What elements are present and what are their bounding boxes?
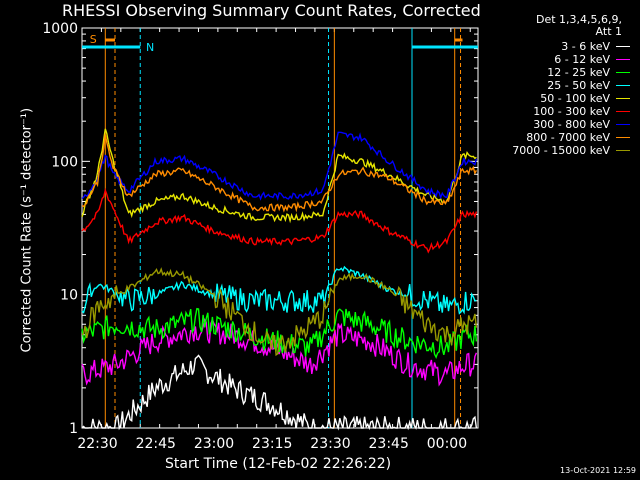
series-line <box>81 307 478 359</box>
legend-entry: 7000 - 15000 keV <box>486 144 632 157</box>
legend-entry: 100 - 300 keV <box>486 105 632 118</box>
legend-entry: 300 - 800 keV <box>486 118 632 131</box>
x-tick-label: 22:30 <box>77 436 117 452</box>
legend-swatch <box>616 124 630 125</box>
y-tick-label: 100 <box>51 154 78 170</box>
y-tick-label: 1 <box>69 421 78 437</box>
x-tick-label: 22:45 <box>136 436 176 452</box>
legend-swatch <box>616 59 630 60</box>
x-tick-label: 23:15 <box>252 436 292 452</box>
legend-entry: 800 - 7000 keV <box>486 131 632 144</box>
detector-list: Det 1,3,4,5,6,9, <box>535 13 622 26</box>
series-line <box>81 317 478 387</box>
legend-swatch <box>616 137 630 138</box>
legend-swatch <box>616 111 630 112</box>
chart-title: RHESSI Observing Summary Count Rates, Co… <box>62 1 481 20</box>
series-line <box>81 131 478 201</box>
legend-swatch <box>616 72 630 73</box>
series-line <box>81 134 478 213</box>
legend-entry: 3 - 6 keV <box>486 40 632 53</box>
series-line <box>81 354 478 431</box>
x-tick-label: 23:30 <box>310 436 350 452</box>
y-tick-label: 10 <box>60 288 78 304</box>
legend-label: 25 - 50 keV <box>547 79 610 92</box>
legend: 3 - 6 keV 6 - 12 keV 12 - 25 keV 25 - 50 ke… <box>486 40 632 157</box>
legend-label: 7000 - 15000 keV <box>512 144 610 157</box>
legend-swatch <box>616 46 630 47</box>
legend-swatch <box>616 98 630 99</box>
detector-info: Det 1,3,4,5,6,9, Att 1 <box>536 14 622 38</box>
legend-entry: 25 - 50 keV <box>486 79 632 92</box>
legend-label: 6 - 12 keV <box>554 53 610 66</box>
series-line <box>81 265 477 315</box>
y-axis-label: Corrected Count Rate (s⁻¹ detector⁻¹) <box>19 107 35 353</box>
x-tick-label: 23:00 <box>194 436 234 452</box>
x-tick-label: 23:45 <box>369 436 409 452</box>
legend-entry: 12 - 25 keV <box>486 66 632 79</box>
x-axis-label: Start Time (12-Feb-02 22:26:22) <box>165 456 392 472</box>
series-line <box>81 267 478 357</box>
series-line <box>81 187 478 254</box>
legend-label: 300 - 800 keV <box>533 118 610 131</box>
legend-entry: 50 - 100 keV <box>486 92 632 105</box>
legend-label: 3 - 6 keV <box>561 40 610 53</box>
saa-marker-label: S <box>90 33 97 46</box>
attenuator-state: Att 1 <box>595 25 622 38</box>
legend-entry: 6 - 12 keV <box>486 53 632 66</box>
legend-label: 12 - 25 keV <box>547 66 610 79</box>
plot-frame <box>81 27 479 429</box>
generation-timestamp: 13-Oct-2021 12:59 <box>560 466 636 475</box>
y-tick-label: 1000 <box>42 21 78 37</box>
series-line <box>81 128 477 224</box>
x-tick-label: 00:00 <box>427 436 467 452</box>
legend-label: 800 - 7000 keV <box>526 131 610 144</box>
night-marker-label: N <box>146 41 154 54</box>
legend-swatch <box>616 150 630 151</box>
legend-label: 50 - 100 keV <box>540 92 610 105</box>
legend-label: 100 - 300 keV <box>533 105 610 118</box>
legend-swatch <box>616 85 630 86</box>
